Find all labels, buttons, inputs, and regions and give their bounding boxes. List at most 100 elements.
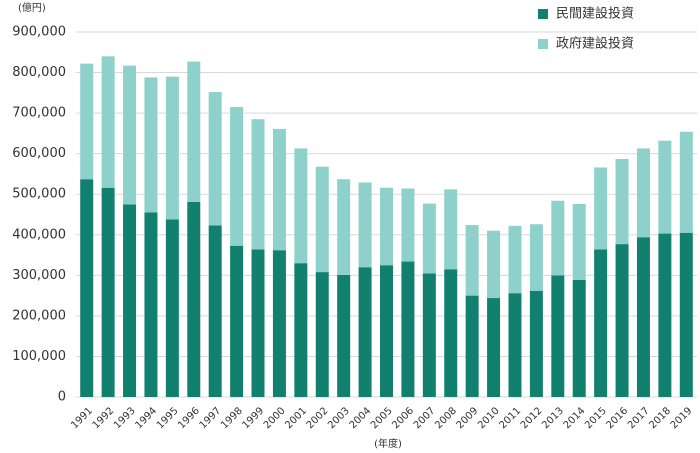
x-tick-label: 1994 [133, 405, 159, 431]
x-tick-label: 2011 [497, 405, 523, 431]
bar-segment [444, 269, 458, 397]
bar-segment [529, 224, 543, 291]
bar-segment [487, 298, 501, 397]
x-tick-label: 2009 [455, 405, 481, 431]
bar-segment [380, 265, 393, 397]
bar-segment [615, 158, 629, 245]
bar-segment [636, 148, 650, 238]
bar-segment [401, 261, 415, 397]
legend-swatch [538, 39, 548, 49]
x-axis-label: (年度) [374, 437, 402, 450]
bar-segment [679, 232, 693, 397]
legend-label: 民間建設投資 [556, 6, 634, 22]
x-tick-label: 1999 [240, 405, 266, 431]
x-tick-label: 2007 [412, 405, 438, 431]
x-tick-label: 2012 [519, 405, 545, 431]
x-tick-label: 1993 [112, 405, 138, 431]
x-tick-label: 2018 [647, 405, 673, 431]
bar-segment [230, 245, 244, 397]
y-tick-label: 200,000 [12, 308, 66, 323]
bar-segment [144, 77, 158, 213]
legend-label: 政府建設投資 [556, 36, 634, 52]
bar-segment [551, 275, 565, 397]
bar-segment [80, 179, 94, 397]
bar-segment [315, 272, 329, 397]
bar-segment [444, 189, 458, 270]
x-tick-label: 2003 [326, 405, 352, 431]
x-tick-label: 2008 [433, 405, 459, 431]
bar-segment [422, 203, 436, 274]
bar-segment [101, 56, 115, 188]
bar-segment [636, 237, 650, 397]
x-tick-label: 2005 [369, 405, 395, 431]
bar-segment [615, 244, 629, 397]
bar-segment [487, 230, 501, 299]
y-tick-label: 900,000 [12, 25, 66, 40]
x-tick-label: 2019 [669, 405, 695, 431]
x-tick-label: 2004 [348, 405, 374, 431]
y-tick-label: 400,000 [12, 227, 66, 242]
x-tick-label: 2016 [605, 405, 631, 431]
bar-segment [508, 293, 522, 397]
bar-segment [294, 263, 308, 397]
bar-segment [165, 219, 179, 397]
x-tick-label: 2017 [626, 405, 652, 431]
bar-segment [272, 128, 286, 251]
bar-segment [230, 107, 244, 246]
bar-segment [294, 148, 308, 264]
x-tick-label: 1991 [69, 405, 95, 431]
bar-segment [337, 274, 351, 397]
bar-segment [123, 204, 137, 397]
bar-segment [80, 63, 94, 180]
x-tick-label: 2013 [540, 405, 566, 431]
y-tick-label: 800,000 [12, 65, 66, 80]
bar-segment [187, 61, 201, 202]
bar-segment [551, 200, 565, 276]
bar-segment [208, 225, 222, 397]
bar-segment [572, 203, 586, 280]
legend-swatch [538, 9, 548, 19]
bar-segment [508, 225, 522, 294]
bar-segment [358, 182, 372, 268]
bar-segment [208, 92, 222, 226]
y-tick-label: 600,000 [12, 146, 66, 161]
bar-segment [422, 273, 436, 397]
x-tick-label: 2000 [262, 405, 288, 431]
x-tick-label: 1992 [91, 405, 117, 431]
bar-segment [272, 250, 286, 397]
bar-segment [679, 131, 693, 233]
x-tick-label: 1996 [176, 405, 202, 431]
bar-segment [594, 167, 608, 250]
y-tick-label: 100,000 [12, 349, 66, 364]
bar-segment [358, 267, 372, 397]
x-tick-label: 2001 [283, 405, 309, 431]
x-tick-label: 2006 [390, 405, 416, 431]
x-tick-label: 2010 [476, 405, 502, 431]
bar-segment [465, 225, 479, 296]
bar-segment [572, 279, 586, 397]
bar-segment [251, 249, 265, 397]
x-tick-label: 2015 [583, 405, 609, 431]
x-tick-label: 1997 [198, 405, 224, 431]
x-tick-label: 2014 [562, 405, 588, 431]
y-tick-label: 700,000 [12, 106, 66, 121]
y-unit-label: (億円) [18, 1, 46, 14]
y-tick-label: 0 [58, 390, 66, 405]
y-tick-label: 300,000 [12, 268, 66, 283]
bar-segment [401, 188, 415, 262]
bar-segment [165, 76, 179, 220]
bar-segment [594, 249, 608, 397]
bar-segment [144, 212, 158, 397]
x-tick-label: 1995 [155, 405, 181, 431]
bar-segment [251, 119, 265, 250]
bar-segment [337, 179, 351, 275]
bar-segment [380, 187, 393, 266]
x-tick-label: 2002 [305, 405, 331, 431]
bar-segment [658, 140, 672, 234]
bar-segment [529, 290, 543, 397]
bar-segment [658, 233, 672, 397]
y-tick-label: 500,000 [12, 187, 66, 202]
bar-segment [315, 166, 329, 273]
bar-segment [187, 201, 201, 397]
